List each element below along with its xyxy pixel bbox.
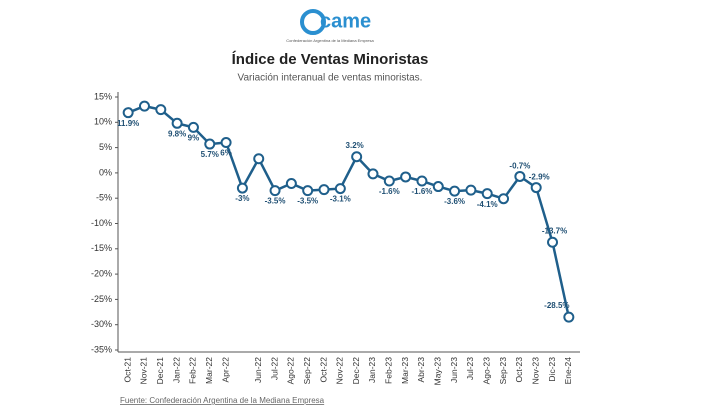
marker (351, 151, 363, 163)
value-label: -3.5% (265, 197, 286, 206)
value-label: -3.5% (297, 197, 318, 206)
marker (236, 182, 248, 194)
marker (416, 175, 428, 187)
x-tick-label: Jan-23 (367, 357, 377, 383)
marker (334, 183, 346, 195)
y-tick-label: 0% (99, 167, 112, 177)
value-label: -0.7% (509, 162, 530, 171)
x-tick-label: Oct-23 (514, 357, 524, 383)
x-tick-label: Oct-22 (318, 357, 328, 383)
x-tick-label: Feb-23 (384, 357, 394, 384)
value-label: -2.9% (529, 173, 550, 182)
marker (204, 138, 216, 150)
x-tick-label: Abr-23 (416, 357, 426, 383)
marker (465, 184, 477, 196)
logo-tagline: Confederación Argentina de la Mediana Em… (286, 38, 374, 43)
x-tick-label: Ago-22 (286, 357, 296, 385)
value-label: 11.9% (117, 119, 139, 128)
marker (318, 184, 330, 196)
marker (449, 185, 461, 197)
chart-subtitle: Variación interanual de ventas minorista… (238, 73, 423, 84)
value-label: -3.6% (444, 197, 465, 206)
y-tick-label: -5% (96, 193, 112, 203)
marker (253, 153, 265, 165)
x-tick-label: Dic-23 (547, 357, 557, 382)
line (127, 104, 571, 318)
marker (400, 171, 412, 183)
marker (220, 137, 232, 149)
marker (187, 121, 199, 133)
marker (122, 107, 134, 119)
y-tick-label: -15% (91, 243, 112, 253)
value-label: 9% (188, 133, 200, 142)
x-tick-label: Jun-23 (449, 357, 459, 383)
value-label: -13.7% (542, 226, 567, 235)
value-label: -1.6% (379, 187, 400, 196)
marker (530, 182, 542, 194)
value-label: -28.5% (544, 301, 569, 310)
source: Fuente: Confederación Argentina de la Me… (120, 396, 325, 405)
value-label: -3.1% (330, 195, 351, 204)
y-tick-label: -10% (91, 218, 112, 228)
value-label: 9.8% (168, 129, 186, 138)
value-label: 5.7% (201, 150, 219, 159)
x-tick-label: Dec-21 (155, 357, 165, 385)
x-tick-label: Feb-22 (188, 357, 198, 384)
marker (138, 100, 150, 112)
y-tick-label: 10% (94, 117, 112, 127)
value-label: -3% (235, 194, 249, 203)
value-label: -4.1% (477, 200, 498, 209)
marker (285, 178, 297, 190)
x-tick-label: Apr-22 (220, 357, 230, 383)
marker (171, 117, 183, 129)
x-tick-label: Sep-22 (302, 357, 312, 385)
y-tick-label: -20% (91, 268, 112, 278)
x-tick-label: Ago-23 (481, 357, 491, 385)
marker (481, 188, 493, 200)
y-tick-label: -30% (91, 319, 112, 329)
marker (269, 185, 281, 197)
x-tick-label: Jun-22 (253, 357, 263, 383)
marker (155, 104, 167, 116)
marker (514, 170, 526, 182)
x-tick-label: Nov-22 (335, 357, 345, 385)
y-tick-label: -35% (91, 344, 112, 354)
x-tick-label: May-23 (433, 357, 443, 386)
logo-ring (300, 9, 326, 35)
y-tick-label: 5% (99, 142, 112, 152)
value-label: 3.2% (346, 141, 364, 150)
x-tick-label: Jul-22 (269, 357, 279, 380)
y-tick-label: -25% (91, 294, 112, 304)
x-tick-label: Jul-23 (465, 357, 475, 380)
x-tick-label: Nov-23 (530, 357, 540, 385)
marker (302, 185, 314, 197)
x-tick-label: Mar-23 (400, 357, 410, 384)
marker (498, 193, 510, 205)
logo-text: came (320, 10, 371, 32)
x-tick-label: Mar-22 (204, 357, 214, 384)
marker (563, 311, 575, 323)
marker (432, 181, 444, 193)
x-tick-label: Sep-23 (498, 357, 508, 385)
chart-title: Índice de Ventas Minoristas (232, 51, 429, 68)
x-tick-label: Nov-21 (139, 357, 149, 385)
logo: came Confederación Argentina de la Media… (286, 9, 374, 43)
x-tick-label: Ene-24 (563, 357, 573, 385)
value-label: 6% (220, 149, 232, 158)
y-tick-label: 15% (94, 91, 112, 101)
x-tick-label: Dec-22 (351, 357, 361, 385)
x-tick-label: Jan-22 (171, 357, 181, 383)
value-label: -1.6% (411, 187, 432, 196)
marker (547, 236, 559, 248)
marker (383, 175, 395, 187)
marker (367, 168, 379, 180)
x-tick-label: Oct-21 (122, 357, 132, 383)
